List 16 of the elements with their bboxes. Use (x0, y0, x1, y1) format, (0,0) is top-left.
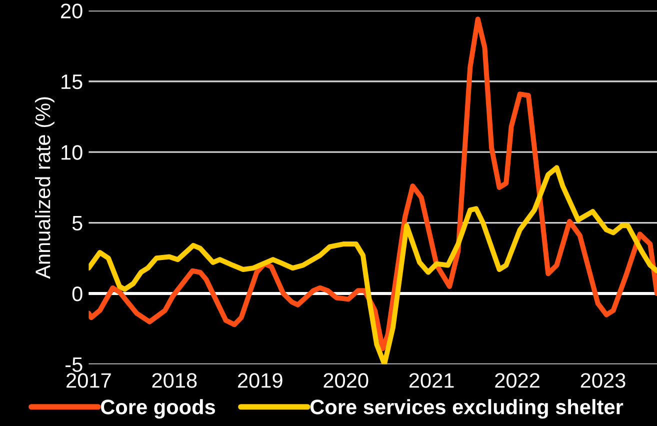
x-tick-label: 2020 (324, 373, 368, 388)
y-tick-label: 10 (62, 145, 82, 160)
x-tick-label: 2019 (238, 373, 282, 388)
y-tick-label: 15 (62, 74, 82, 90)
legend-label: Core goods (100, 399, 216, 419)
y-tick-label: 20 (61, 4, 82, 18)
y-tick-label: 0 (72, 286, 82, 302)
y-tick-label: -5 (66, 357, 82, 372)
x-tick-label: 2022 (495, 373, 540, 388)
x-tick-label: 2017 (66, 373, 111, 388)
x-tick-label: 2021 (409, 373, 454, 388)
x-tick-label: 2018 (152, 373, 197, 388)
legend-label: Core services excluding shelter (310, 399, 624, 419)
y-axis-title: Annualized rate (%) (34, 97, 54, 279)
y-tick-label: 5 (72, 216, 82, 231)
x-tick-label: 2023 (580, 373, 626, 388)
